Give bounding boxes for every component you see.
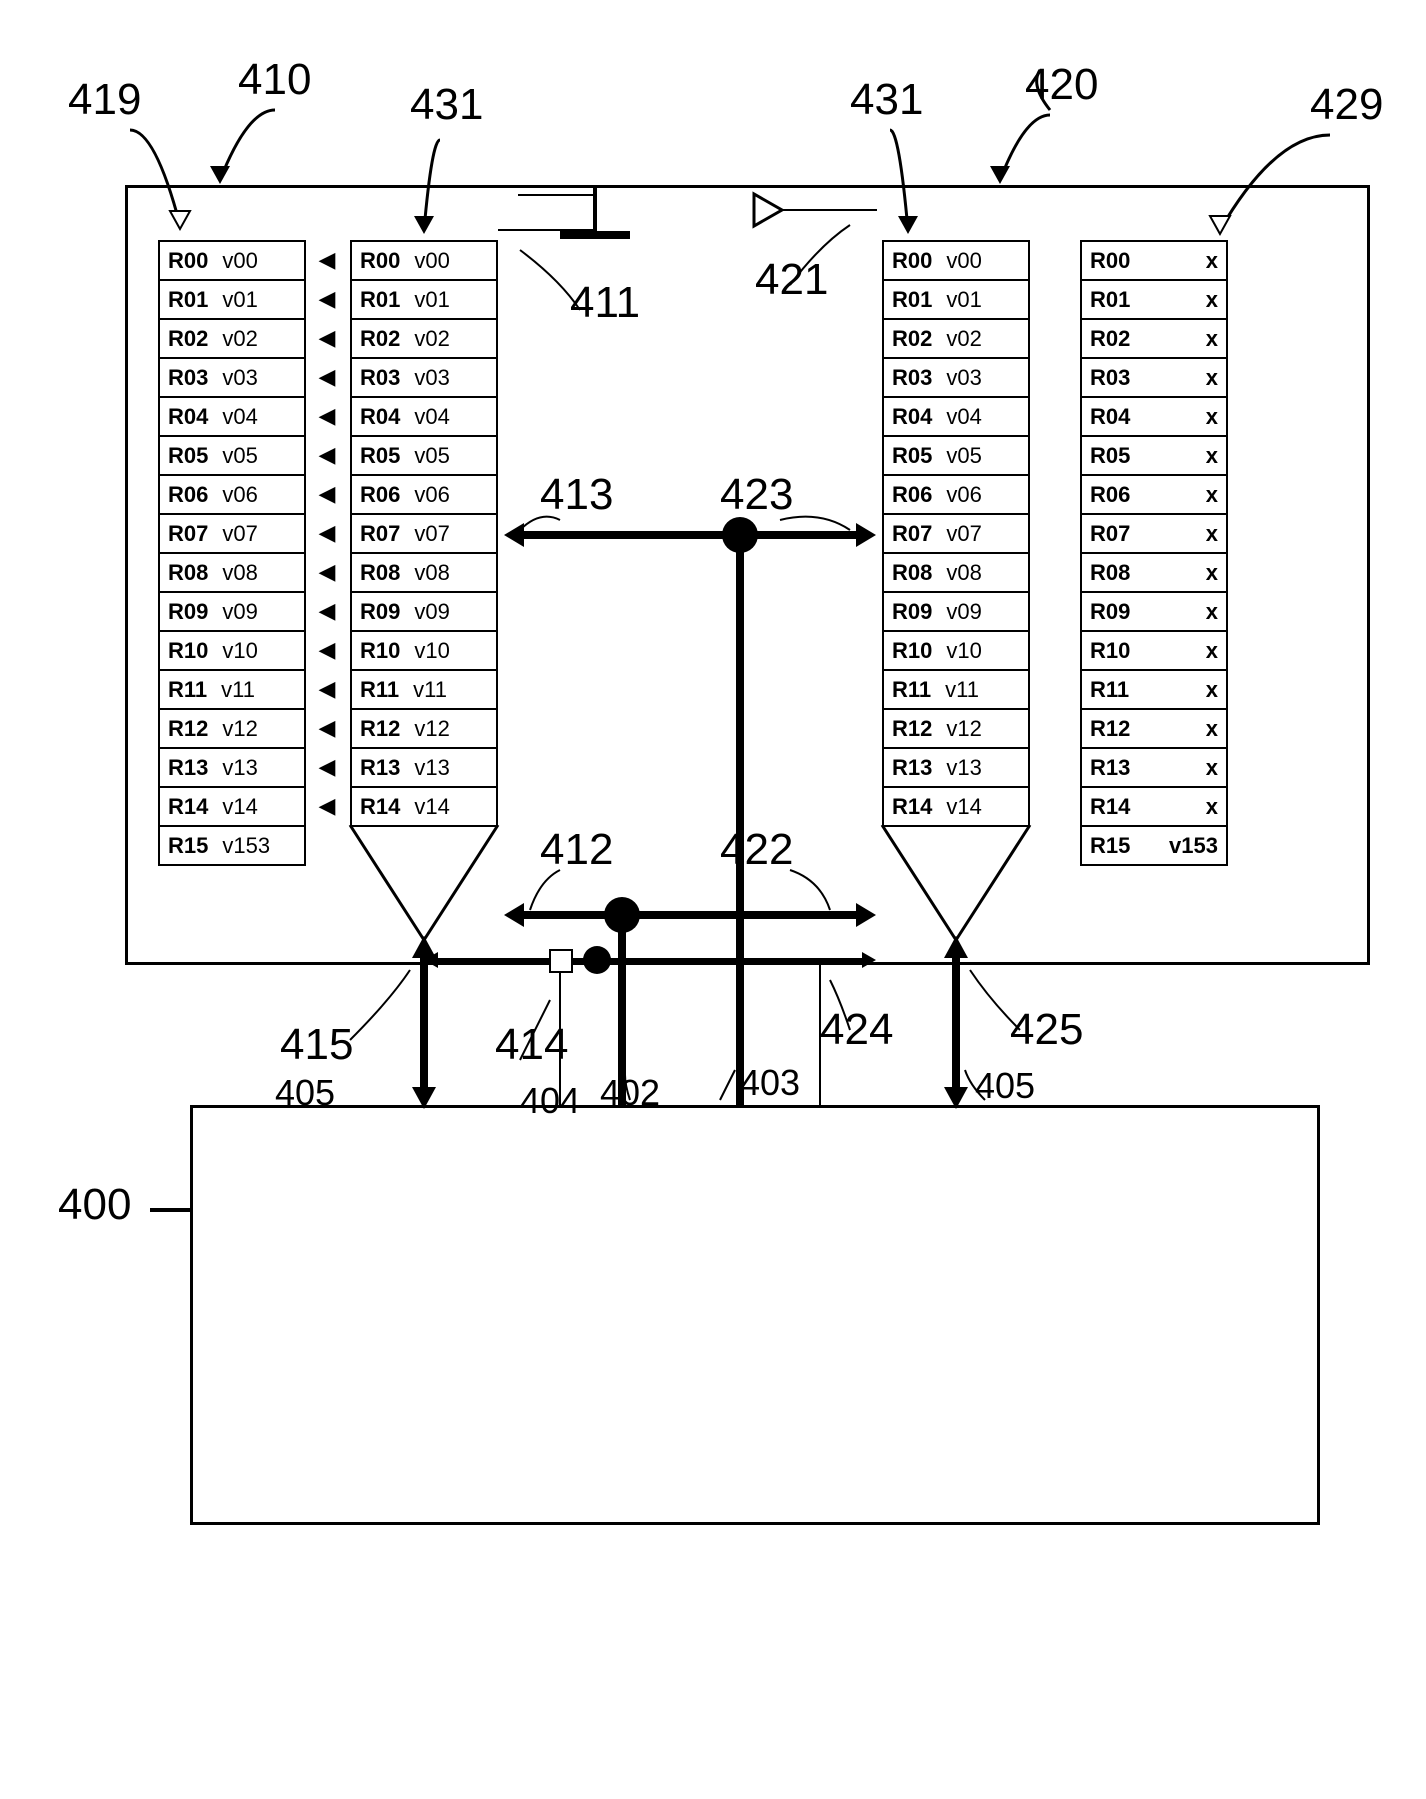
label-403: 403 — [740, 1062, 800, 1104]
label-421: 421 — [755, 255, 828, 305]
diagram-canvas: R00v00R01v01R02v02R03v03R04v04R05v05R06v… — [20, 20, 1426, 1779]
label-431-right: 431 — [850, 75, 923, 125]
label-424: 424 — [820, 1005, 893, 1055]
label-405-right: 405 — [975, 1065, 1035, 1107]
label-425: 425 — [1010, 1005, 1083, 1055]
label-415: 415 — [280, 1020, 353, 1070]
label-429: 429 — [1310, 80, 1383, 130]
label-400: 400 — [58, 1180, 131, 1230]
label-420: 420 — [1025, 60, 1098, 110]
label-404: 404 — [520, 1080, 580, 1122]
label-431-left: 431 — [410, 80, 483, 130]
wiring-svg — [20, 20, 1426, 1779]
label-412: 412 — [540, 825, 613, 875]
label-410: 410 — [238, 55, 311, 105]
label-423: 423 — [720, 470, 793, 520]
label-402: 402 — [600, 1072, 660, 1114]
label-411: 411 — [570, 278, 640, 328]
label-419: 419 — [68, 75, 141, 125]
label-405-left: 405 — [275, 1072, 335, 1114]
label-414: 414 — [495, 1020, 568, 1070]
label-413: 413 — [540, 470, 613, 520]
label-422: 422 — [720, 825, 793, 875]
